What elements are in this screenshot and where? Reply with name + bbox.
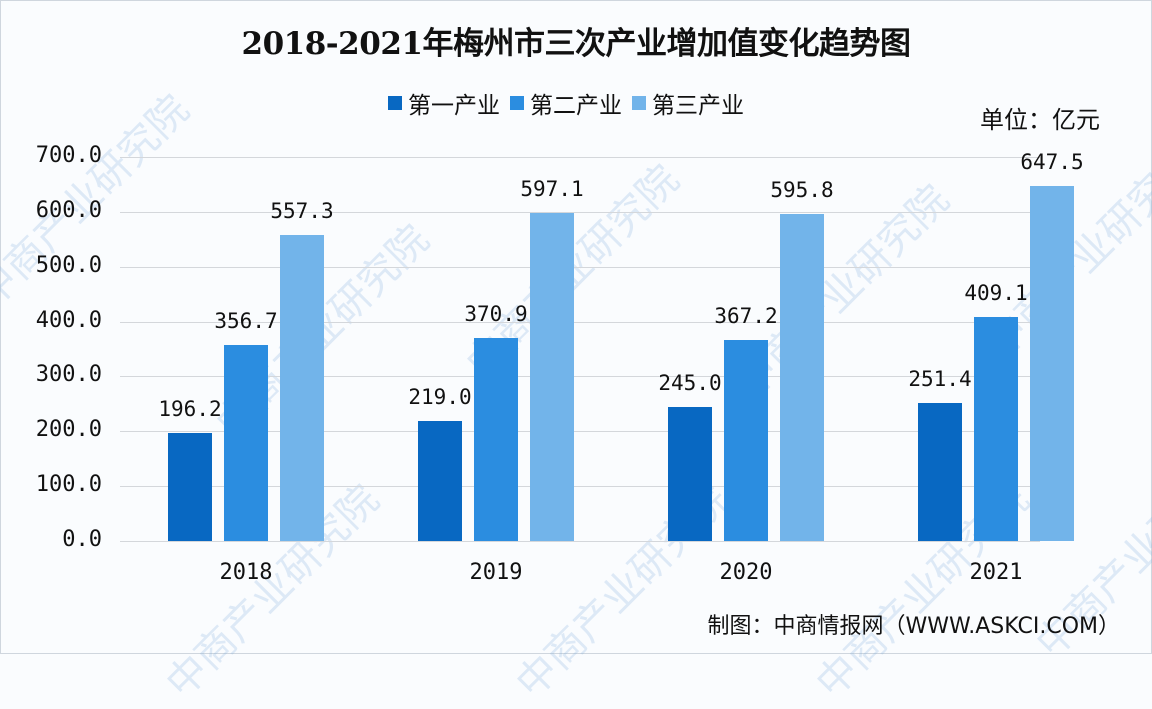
y-axis-tick-label: 600.0 bbox=[35, 197, 102, 223]
y-axis-tick-label: 500.0 bbox=[35, 252, 102, 278]
legend-label-secondary: 第二产业 bbox=[530, 93, 622, 119]
value-label: 595.8 bbox=[770, 178, 834, 203]
gridline bbox=[120, 321, 1040, 323]
legend-item-secondary: 第二产业 bbox=[510, 86, 622, 120]
plot-area: 700.0 600.0 500.0 400.0 300.0 200.0 100.0 0.0 19… bbox=[35, 143, 1084, 585]
bar-secondary-2021 bbox=[974, 316, 1018, 541]
gridline bbox=[120, 211, 1040, 213]
gridline bbox=[120, 486, 1040, 488]
value-label: 251.4 bbox=[908, 367, 972, 392]
bar-tertiary-2018 bbox=[280, 235, 324, 541]
legend-swatch-secondary bbox=[510, 96, 524, 110]
bar-primary-2018 bbox=[168, 433, 212, 541]
bar-tertiary-2020 bbox=[780, 214, 824, 541]
y-axis-tick-label: 300.0 bbox=[35, 362, 102, 388]
legend-label-primary: 第一产业 bbox=[408, 93, 500, 119]
y-axis-tick-label: 400.0 bbox=[35, 307, 102, 333]
value-label: 245.0 bbox=[658, 370, 722, 395]
bar-secondary-2019 bbox=[474, 337, 518, 541]
bar-secondary-2020 bbox=[724, 339, 768, 541]
gridline bbox=[120, 157, 1040, 158]
x-axis-label: 2021 bbox=[969, 560, 1023, 585]
unit-label: 单位：亿元 bbox=[980, 106, 1100, 134]
legend-swatch-primary bbox=[388, 96, 402, 110]
y-axis-tick-label: 0.0 bbox=[62, 527, 102, 552]
legend-item-tertiary: 第三产业 bbox=[632, 86, 744, 120]
gridline bbox=[120, 266, 1040, 268]
chart-title: 2018-2021年梅州市三次产业增加值变化趋势图 bbox=[241, 26, 911, 62]
value-label: 367.2 bbox=[714, 303, 778, 328]
value-label: 370.9 bbox=[464, 301, 528, 326]
x-axis-label: 2019 bbox=[469, 560, 523, 585]
chart-legend: 第一产业 第二产业 第三产业 bbox=[388, 86, 754, 120]
x-axis-label: 2018 bbox=[219, 560, 273, 585]
bar-tertiary-2019 bbox=[530, 213, 574, 541]
value-label: 356.7 bbox=[214, 309, 278, 334]
value-label: 597.1 bbox=[520, 177, 584, 202]
legend-item-primary: 第一产业 bbox=[388, 86, 500, 120]
gridline bbox=[120, 376, 1040, 378]
value-label: 557.3 bbox=[270, 199, 334, 224]
bar-primary-2019 bbox=[418, 420, 462, 541]
value-label: 196.2 bbox=[158, 397, 222, 422]
bar-primary-2020 bbox=[668, 406, 712, 541]
legend-swatch-tertiary bbox=[632, 96, 646, 110]
y-axis-tick-label: 700.0 bbox=[35, 143, 102, 168]
source-credit: 制图：中商情报网（WWW.ASKCI.COM） bbox=[707, 614, 1120, 639]
value-label: 647.5 bbox=[1020, 149, 1084, 174]
bar-tertiary-2021 bbox=[1030, 185, 1074, 541]
value-label: 219.0 bbox=[408, 384, 472, 409]
gridline bbox=[120, 541, 1040, 542]
gridline bbox=[120, 431, 1040, 433]
bar-secondary-2018 bbox=[224, 345, 268, 541]
x-axis-label: 2020 bbox=[719, 560, 773, 585]
legend-label-tertiary: 第三产业 bbox=[652, 93, 744, 119]
bar-primary-2021 bbox=[918, 403, 962, 541]
y-axis-tick-label: 200.0 bbox=[35, 417, 102, 443]
y-axis-tick-label: 100.0 bbox=[35, 472, 102, 498]
value-label: 409.1 bbox=[964, 280, 1028, 305]
